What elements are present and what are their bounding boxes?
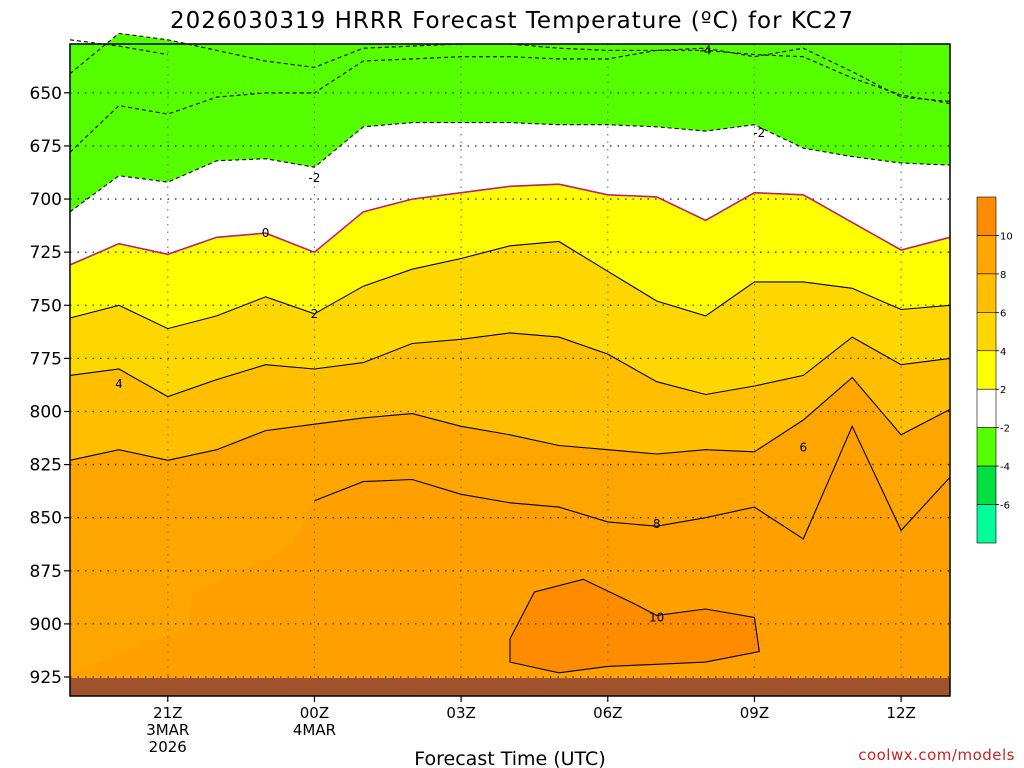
band-neg4-top	[70, 33, 950, 102]
color-bar-swatch	[976, 465, 997, 505]
contour-label: -4	[700, 43, 712, 57]
color-bar-label: -2	[1000, 424, 1010, 435]
ground-surface	[70, 678, 950, 696]
x-tick-label: 09Z	[740, 704, 769, 722]
color-bar-label: 10	[1000, 231, 1013, 242]
color-bar-label: -6	[1000, 501, 1010, 512]
contour-label: 8	[653, 517, 661, 531]
contour-label: -2	[308, 171, 320, 185]
y-tick-label: 675	[30, 137, 62, 157]
isotherm-6	[69, 332, 951, 398]
color-bar-swatch	[976, 504, 997, 544]
y-tick-label: 900	[30, 615, 62, 635]
x-tick-label: 21Z	[153, 704, 182, 722]
color-bar-swatch	[976, 235, 997, 275]
color-bar-label: -4	[1000, 462, 1010, 473]
y-tick-label: 875	[30, 562, 62, 582]
contour-label: 0	[262, 226, 270, 240]
plot-area: -4 -2 -2 0 2 4 6 8 10	[69, 32, 951, 697]
color-bar-label: 6	[1000, 308, 1006, 319]
x-tick-label: 03Z	[446, 704, 475, 722]
y-tick-label: 850	[30, 509, 62, 529]
color-bar-swatch	[976, 350, 997, 390]
color-bar-label: 2	[1000, 385, 1006, 396]
site-credit: coolwx.com/models	[858, 746, 1015, 764]
y-tick-label: 650	[30, 84, 62, 104]
color-bar-swatch	[976, 196, 997, 236]
plot-frame	[69, 43, 951, 697]
color-bar-label: 8	[1000, 270, 1006, 281]
isotherm-lines	[69, 32, 951, 674]
isotherm-3	[69, 122, 951, 213]
y-tick-label: 925	[30, 668, 62, 688]
color-bar-swatch	[976, 427, 997, 467]
y-tick-label: 725	[30, 243, 62, 263]
chart-title: 2026030319 HRRR Forecast Temperature (ºC…	[170, 8, 854, 34]
isotherm-5	[69, 240, 951, 330]
x-tick-date: 4MAR	[293, 721, 336, 739]
y-tick-label: 825	[30, 456, 62, 476]
color-bar: 10 8 6 4 2 -2 -4 -6	[976, 196, 1013, 544]
color-bar-swatch	[976, 388, 997, 428]
temperature-fills	[70, 33, 950, 677]
x-tick-label: 00Z	[300, 704, 329, 722]
x-tick-date: 3MAR	[146, 721, 189, 739]
isotherm-7	[69, 376, 951, 461]
y-tick-label: 800	[30, 402, 62, 422]
isotherm-4	[69, 183, 951, 266]
isotherm-0	[69, 39, 168, 56]
x-axis-label: Forecast Time (UTC)	[414, 748, 605, 768]
band-above-10	[510, 579, 760, 673]
color-bar-swatch	[976, 312, 997, 352]
y-tick-label: 750	[30, 296, 62, 316]
y-tick-label: 700	[30, 190, 62, 210]
isotherm-8	[314, 424, 951, 540]
pressure-axis: 650 675 700 725 750 775 800 825 850 875 900 925	[30, 84, 70, 688]
x-tick-label: 06Z	[593, 704, 622, 722]
contour-labels: -4 -2 -2 0 2 4 6 8 10	[115, 43, 808, 625]
isotherm-9	[509, 578, 760, 674]
x-tick-date: 2026	[149, 738, 187, 756]
contour-label: -2	[753, 126, 765, 140]
contour-label: 6	[800, 441, 808, 455]
x-tick-label: 12Z	[886, 704, 915, 722]
contour-label: 2	[311, 307, 319, 321]
band-neg4-green	[70, 44, 950, 153]
isotherm-2	[69, 49, 951, 153]
contour-label: 4	[115, 377, 123, 391]
isotherm-1	[69, 32, 951, 102]
contour-label: 10	[649, 611, 664, 625]
color-bar-label: 4	[1000, 347, 1006, 358]
color-bar-swatch	[976, 273, 997, 313]
y-tick-label: 775	[30, 349, 62, 369]
